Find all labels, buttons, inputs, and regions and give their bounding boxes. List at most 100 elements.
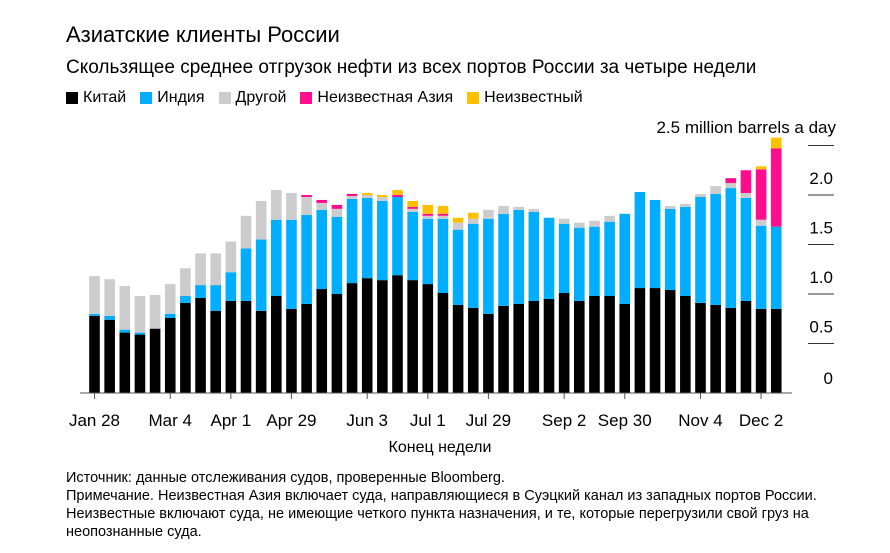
bar-segment <box>331 294 343 393</box>
y-tick-label: 1.5 <box>809 219 833 238</box>
bar-segment <box>210 253 221 286</box>
bar-segment <box>467 223 479 308</box>
bar-segment <box>225 241 237 273</box>
bar-segment <box>755 225 767 309</box>
bar-segment <box>164 284 176 314</box>
bar-segment <box>467 212 479 219</box>
bar-segment <box>361 197 373 279</box>
bar-segment <box>649 288 661 393</box>
x-tick-label: Jan 28 <box>69 411 120 430</box>
bar-segment <box>695 302 706 393</box>
bar-segment <box>558 218 570 224</box>
bar-segment <box>407 280 418 393</box>
bar-segment <box>437 213 449 216</box>
bar-segment <box>483 218 494 314</box>
bar-segment <box>574 227 585 301</box>
legend-item: Индия <box>140 89 205 107</box>
bar-segment <box>392 275 403 393</box>
bar-segment <box>407 208 418 212</box>
bar-segment <box>589 220 600 227</box>
bar-segment <box>286 219 297 309</box>
bar-segment <box>104 315 115 320</box>
bar-segment <box>255 200 267 240</box>
bar-segment <box>407 211 418 281</box>
y-tick-label: 1.0 <box>809 268 833 287</box>
bar-segment <box>134 332 146 335</box>
bar-segment <box>589 295 600 393</box>
legend-item: Китай <box>66 89 126 107</box>
bar-segment <box>664 208 676 291</box>
bar-segment <box>543 217 555 299</box>
bar-segment <box>422 284 434 393</box>
bar-segment <box>407 206 418 209</box>
x-tick-label: Nov 4 <box>678 411 722 430</box>
bar-segment <box>528 211 540 301</box>
bar-segment <box>180 295 191 303</box>
bar-segment <box>149 294 161 329</box>
bar-segment <box>210 310 221 393</box>
bar-segment <box>104 319 115 393</box>
bar-segment <box>377 280 388 393</box>
legend-item: Другой <box>218 89 287 107</box>
bar-segment <box>361 195 373 198</box>
bar-segment <box>619 303 631 393</box>
bar-segment <box>255 239 267 311</box>
y-tick-label: 2.0 <box>809 169 833 188</box>
bar-segment <box>89 313 100 316</box>
stacked-bar-chart: Jan 28 Mar 4 Apr 1 Apr 29 Jun 3 Jul 1 Jul 29 Se… <box>69 137 834 456</box>
bar-segment <box>452 304 464 393</box>
bar-segment <box>134 334 146 393</box>
bar-segment <box>725 307 737 393</box>
legend-swatch <box>140 92 153 104</box>
bar-segment <box>240 248 252 301</box>
bar-segment <box>604 215 615 222</box>
legend-label: Китай <box>83 89 127 106</box>
bar-segment <box>574 222 585 228</box>
bar-segment <box>437 215 449 219</box>
bar-segment <box>483 313 494 393</box>
bar-segment <box>240 300 252 393</box>
legend-label: Индия <box>157 89 205 106</box>
x-tick-label: Jul 29 <box>466 411 511 430</box>
bar-segment <box>422 213 434 216</box>
legend-label: Неизвестная Азия <box>317 89 454 106</box>
bar-segment <box>225 300 237 393</box>
bar-segment <box>180 268 191 296</box>
bar-segment <box>725 178 737 184</box>
bar-segment <box>164 313 176 318</box>
bar-segment <box>680 203 691 207</box>
bar-segment <box>377 195 388 197</box>
bar-segment <box>286 308 297 393</box>
bar-segment <box>725 188 737 308</box>
bar-segment <box>392 196 403 276</box>
bar-segment <box>407 200 418 207</box>
x-tick-label: Apr 29 <box>266 411 316 430</box>
bar-segment <box>346 195 358 199</box>
chart-title: Азиатские клиенты России <box>66 22 340 47</box>
bar-segment <box>634 288 646 393</box>
bar-segment <box>225 272 237 301</box>
bar-segment <box>664 205 676 209</box>
bar-segment <box>119 332 131 393</box>
bar-segment <box>589 226 600 296</box>
bar-segment <box>770 148 782 227</box>
bar-segment <box>543 298 555 393</box>
bar-segment <box>755 219 767 226</box>
bar-segment <box>755 169 767 220</box>
bar-segment <box>271 190 282 220</box>
bar-segment <box>331 216 343 294</box>
chart-subtitle: Скользящее среднее отгрузок нефти из все… <box>66 57 757 78</box>
legend-label: Неизвестный <box>484 89 583 106</box>
bar-segment <box>119 286 131 330</box>
legend-swatch <box>467 92 480 104</box>
bar-segment <box>104 279 115 316</box>
legend-label: Другой <box>235 89 287 106</box>
x-tick-label: Jul 1 <box>410 411 446 430</box>
bar-segment <box>180 302 191 393</box>
x-axis-title: Конец недели <box>389 439 492 456</box>
bar-segment <box>392 190 403 195</box>
source-note: Источник: данные отслеживания судов, про… <box>66 470 505 486</box>
legend-item: Неизвестный <box>467 89 583 107</box>
y-tick-label: 0 <box>824 369 833 388</box>
